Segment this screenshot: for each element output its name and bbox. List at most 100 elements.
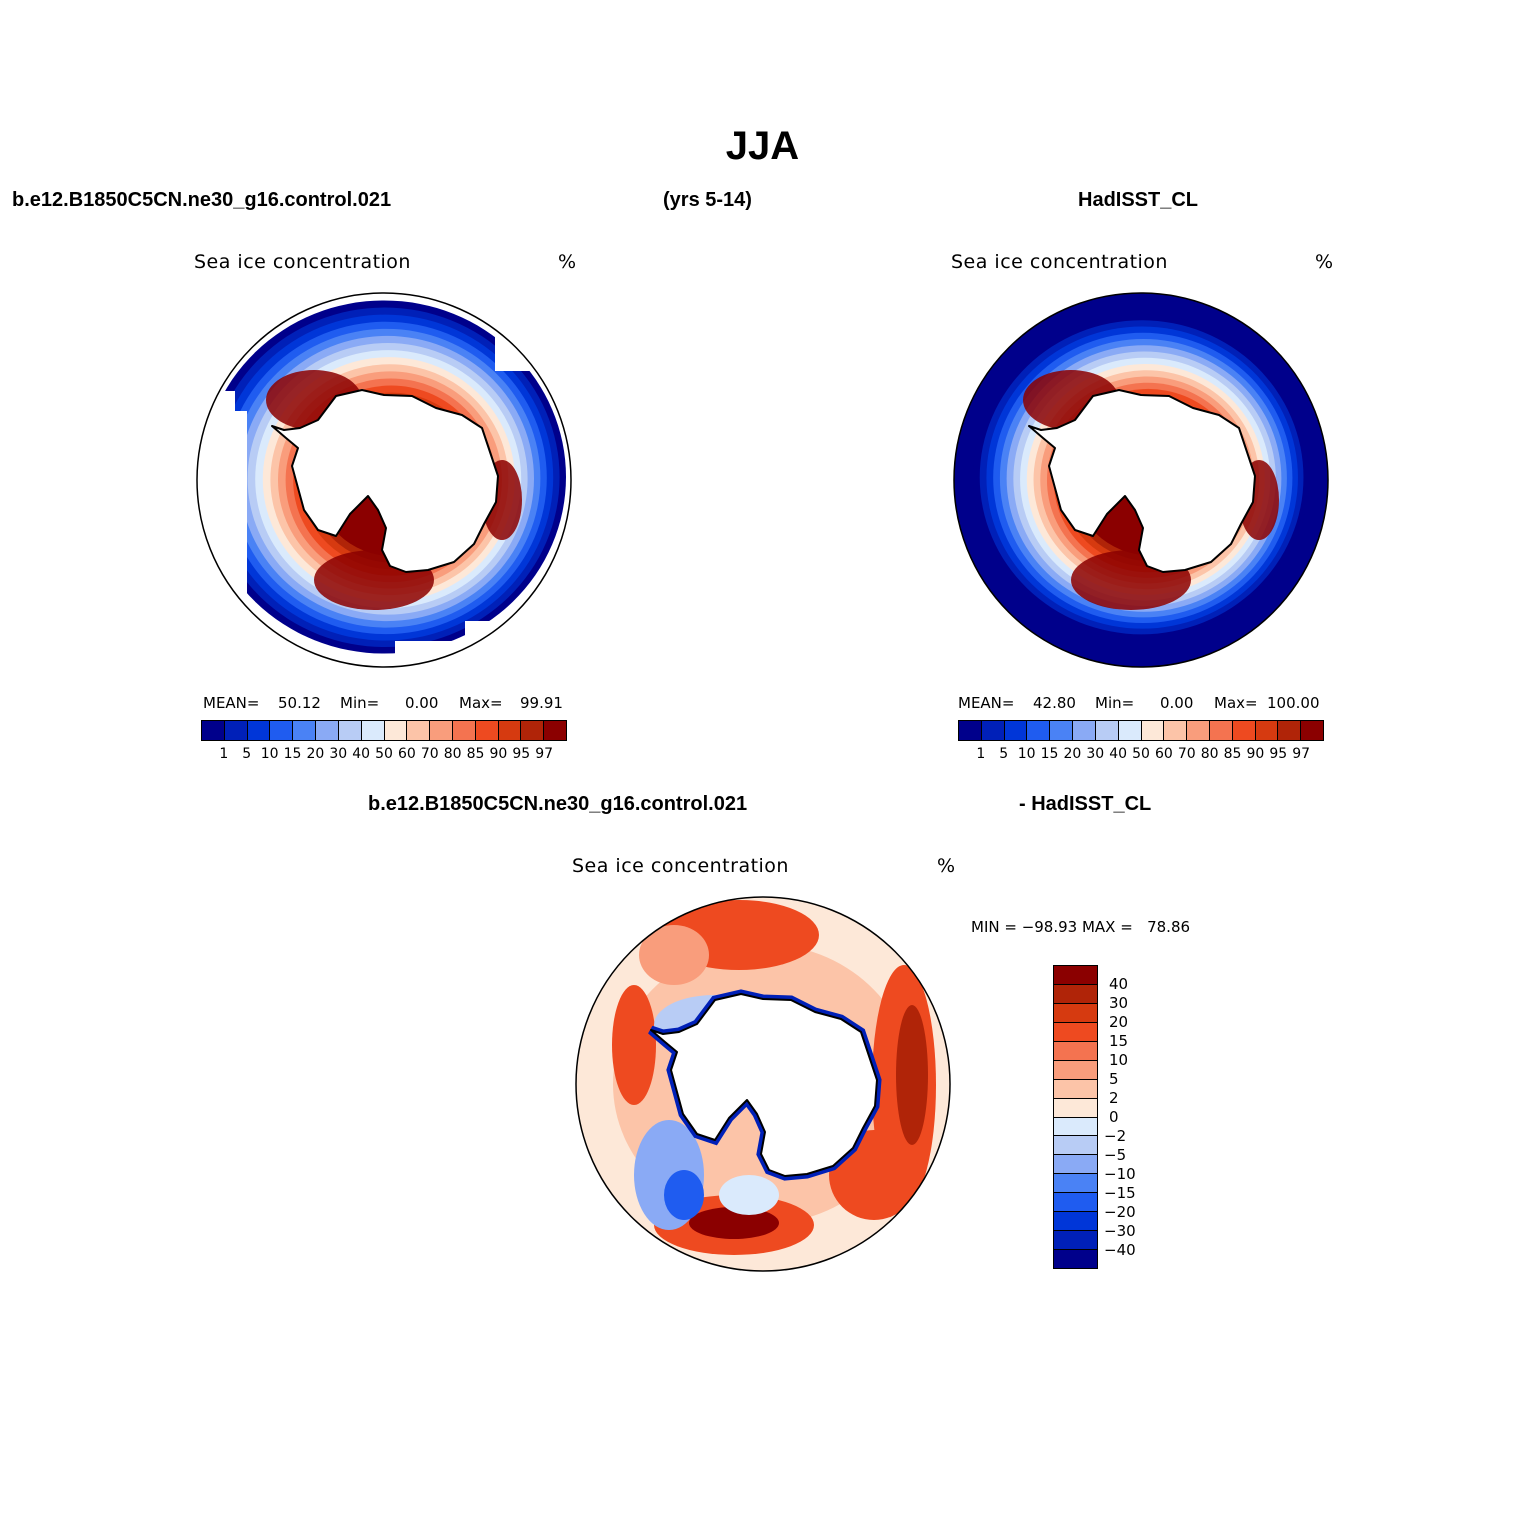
colorbar-tick-label: 15 [283, 746, 302, 762]
colorbar-tick-label: 90 [1246, 746, 1265, 762]
colorbar-box [247, 721, 271, 740]
colorbar-tick-label: 85 [466, 746, 485, 762]
colorbar-box [293, 721, 317, 740]
obs-plot-units: % [1315, 251, 1334, 273]
obs-min-value: 0.00 [1160, 694, 1194, 712]
colorbar-tick-label: 60 [1154, 746, 1173, 762]
colorbar-tick-label: 10 [1109, 1051, 1129, 1069]
colorbar-box [1073, 721, 1096, 740]
obs-plot-title: Sea ice concentration [951, 251, 1168, 273]
colorbar-box [1004, 721, 1028, 740]
obs-name-header: HadISST_CL [1078, 189, 1199, 211]
colorbar-tick-label: 15 [1109, 1032, 1129, 1050]
colorbar-tick-label: 15 [1040, 746, 1059, 762]
colorbar-box [1054, 1117, 1097, 1137]
colorbar-tick-label: 40 [352, 746, 371, 762]
anomaly-patch [612, 985, 656, 1105]
colorbar-box [1054, 984, 1097, 1004]
colorbar-tick-label: 80 [443, 746, 462, 762]
colorbar-tick-label: 5 [999, 746, 1009, 762]
years-header: (yrs 5-14) [663, 189, 752, 211]
diff-case-header: b.e12.B1850C5CN.ne30_g16.control.021 [368, 793, 748, 815]
obs-stats: MEAN= 42.80 Min= 0.00 Max= 100.00 [958, 694, 1338, 714]
colorbar-tick-label: 40 [1109, 975, 1129, 993]
colorbar-tick-label: −2 [1104, 1127, 1127, 1145]
colorbar-tick-label: 90 [489, 746, 508, 762]
colorbar-tick-label: 1 [976, 746, 986, 762]
diff-plot-title: Sea ice concentration [572, 855, 789, 877]
colorbar-tick-label: −15 [1104, 1184, 1136, 1202]
figure-title: JJA [725, 124, 800, 168]
anomaly-patch [689, 1207, 779, 1239]
colorbar-box [1054, 1079, 1097, 1099]
anomaly-patch [639, 925, 709, 985]
diff-plot-units: % [937, 855, 956, 877]
colorbar-box [1054, 966, 1097, 985]
colorbar-box [1054, 1174, 1097, 1194]
colorbar-box [1054, 1250, 1097, 1268]
model-mean-value: 50.12 [278, 694, 321, 712]
colorbar-box [498, 721, 522, 740]
colorbar-box [1054, 1155, 1097, 1175]
colorbar-tick-label: 10 [1017, 746, 1036, 762]
colorbar-tick-label: 80 [1200, 746, 1219, 762]
colorbar-tick-label: 97 [1292, 746, 1311, 762]
colorbar-tick-label: 60 [397, 746, 416, 762]
colorbar-tick-label: 95 [512, 746, 531, 762]
colorbar-tick-label: 50 [375, 746, 393, 762]
antarctica-landmass [271, 389, 499, 573]
model-max-label: Max= [459, 694, 503, 712]
colorbar-box [202, 721, 225, 740]
colorbar-box [959, 721, 982, 740]
antarctica-landmass [1028, 389, 1256, 573]
colorbar-tick-label: 5 [242, 746, 252, 762]
colorbar-box [316, 721, 339, 740]
obs-min-label: Min= [1095, 694, 1135, 712]
colorbar-box [1141, 721, 1165, 740]
colorbar-box [1054, 1193, 1097, 1213]
colorbar-tick-label: 10 [260, 746, 279, 762]
colorbar-box [224, 721, 248, 740]
case-name-header: b.e12.B1850C5CN.ne30_g16.control.021 [12, 189, 392, 211]
colorbar-tick-label: −5 [1104, 1146, 1127, 1164]
obs-max-value: 100.00 [1267, 694, 1320, 712]
model-plot-title: Sea ice concentration [194, 251, 411, 273]
model-mean-label: MEAN= [203, 694, 260, 712]
obs-colorbar-ticks: 1 5 10 15 20 30 40 50 60 70 80 85 90 95 97 [958, 746, 1324, 764]
colorbar-box [407, 721, 431, 740]
diff-obs-header: - HadISST_CL [1019, 793, 1152, 815]
colorbar-tick-label: 50 [1132, 746, 1150, 762]
model-max-value: 99.91 [520, 694, 563, 712]
colorbar-box [1054, 1041, 1097, 1061]
diff-colorbar-ticks: 40 30 20 15 10 5 2 0 −2 −5 −10 −15 −20 −30 −40 [1104, 965, 1164, 1269]
colorbar-tick-label: −30 [1104, 1222, 1136, 1240]
colorbar-box [1278, 721, 1302, 740]
colorbar-tick-label: 20 [306, 746, 325, 762]
colorbar-box [1054, 1060, 1097, 1080]
colorbar-box [1118, 721, 1142, 740]
colorbar-tick-label: −10 [1104, 1165, 1136, 1183]
anomaly-patch [896, 1005, 928, 1145]
diff-minmax: MIN = −98.93 MAX = 78.86 [971, 918, 1191, 936]
colorbar-tick-label: 0 [1109, 1108, 1119, 1126]
antarctica-outline [271, 389, 499, 573]
colorbar-box [544, 721, 566, 740]
model-stats: MEAN= 50.12 Min= 0.00 Max= 99.91 [203, 694, 573, 714]
anomaly-patch [719, 1175, 779, 1215]
colorbar-tick-label: −20 [1104, 1203, 1136, 1221]
colorbar-tick-label: 5 [1109, 1070, 1119, 1088]
antarctica-landmass [650, 993, 878, 1177]
model-min-value: 0.00 [405, 694, 439, 712]
colorbar-box [1187, 721, 1210, 740]
colorbar-box [1054, 1212, 1097, 1232]
colorbar-box [1054, 1022, 1097, 1042]
colorbar-box [475, 721, 499, 740]
colorbar-box [270, 721, 294, 740]
colorbar-tick-label: 97 [535, 746, 554, 762]
obs-mean-label: MEAN= [958, 694, 1015, 712]
colorbar-box [430, 721, 453, 740]
colorbar-box [1054, 1098, 1097, 1118]
antarctica-outline [1028, 389, 1256, 573]
model-colorbar [201, 720, 567, 741]
colorbar-tick-label: 20 [1063, 746, 1082, 762]
